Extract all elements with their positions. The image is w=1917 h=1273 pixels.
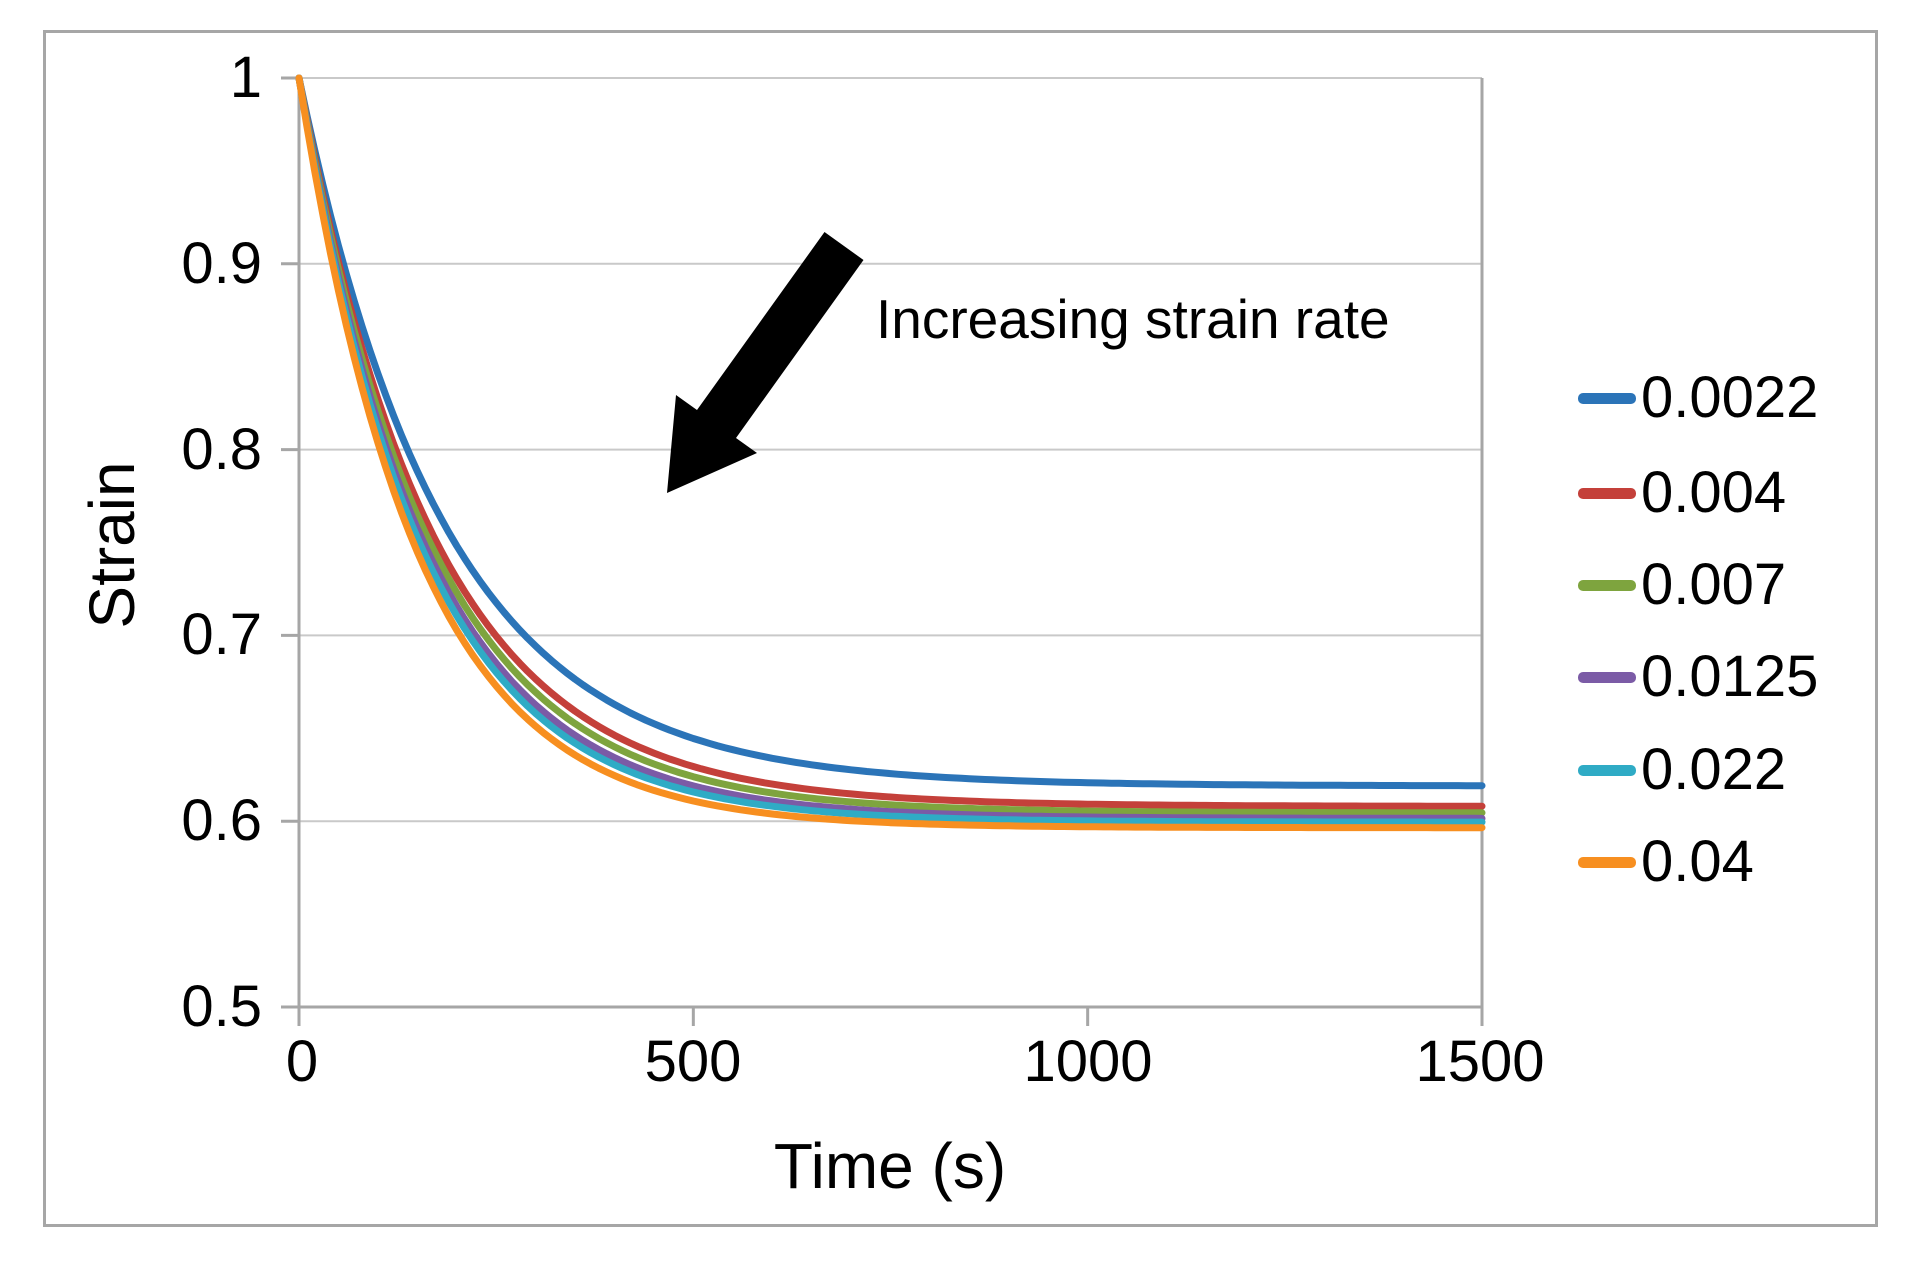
legend-swatch-icon [1578, 671, 1636, 683]
curve-0.007 [295, 74, 1486, 817]
y-tick-label: 0.9 [181, 231, 262, 296]
legend-item: 0.04 [1578, 827, 1878, 897]
legend-item: 0.007 [1578, 550, 1878, 620]
legend-swatch-icon [1578, 856, 1636, 868]
annotation-text: Increasing strain rate [876, 288, 1390, 350]
y-tick-label: 0.7 [181, 602, 262, 667]
x-tick-label: 500 [644, 1029, 742, 1094]
legend-label: 0.007 [1641, 552, 1787, 617]
curve-0.004 [295, 74, 1486, 810]
legend-label: 0.022 [1641, 737, 1787, 802]
y-tick-label: 0.6 [181, 788, 262, 853]
curve-0.04 [295, 74, 1486, 832]
x-axis-title: Time (s) [773, 1130, 1007, 1202]
figure-frame [43, 30, 1878, 1227]
legend-item: 0.0125 [1578, 642, 1878, 712]
legend-item: 0.004 [1578, 458, 1878, 528]
legend-label: 0.04 [1641, 829, 1754, 894]
curve-0.0125 [295, 74, 1486, 822]
legend-swatch-icon [1578, 764, 1636, 776]
y-tick-label: 0.5 [181, 974, 262, 1039]
x-tick-label: 0 [285, 1029, 319, 1094]
curve-0.0022 [295, 74, 1486, 790]
y-tick-label: 0.8 [181, 417, 262, 482]
y-tick-label: 1 [229, 45, 262, 110]
curve-0.022 [295, 74, 1486, 826]
x-tick-label: 1500 [1415, 1029, 1545, 1094]
x-tick-label: 1000 [1023, 1029, 1153, 1094]
legend-label: 0.004 [1641, 460, 1787, 525]
legend-swatch-icon [1578, 392, 1636, 404]
y-axis-title: Strain [76, 461, 148, 629]
legend-swatch-icon [1578, 579, 1636, 591]
annotation-arrow-icon [667, 232, 864, 493]
legend-item: 0.022 [1578, 735, 1878, 805]
legend-label: 0.0022 [1641, 365, 1819, 430]
legend-item: 0.0022 [1578, 363, 1878, 433]
legend-label: 0.0125 [1641, 644, 1819, 709]
legend-swatch-icon [1578, 487, 1636, 499]
